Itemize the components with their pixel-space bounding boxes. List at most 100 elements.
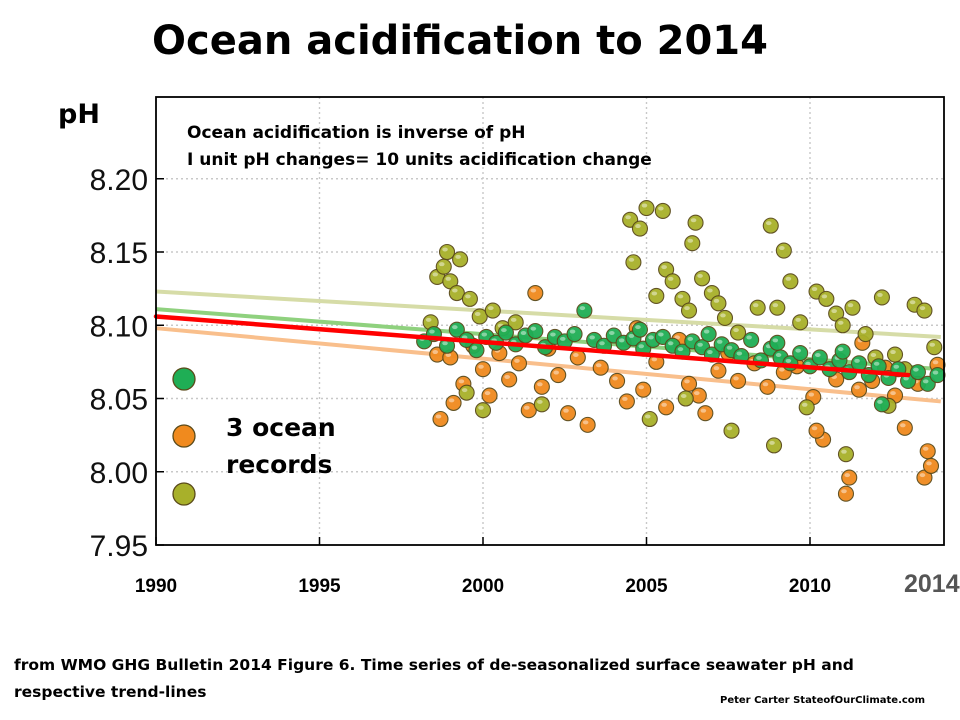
point-orange-32 <box>730 372 747 389</box>
y-tick-label-0: 8.20 <box>90 164 148 197</box>
trend-line-olive <box>155 289 941 339</box>
point-orange-28 <box>690 387 707 404</box>
point-orange-11 <box>520 402 537 419</box>
point-olive-39 <box>844 299 861 316</box>
y-tick-label-5: 7.95 <box>90 530 148 563</box>
point-orange-7 <box>481 387 498 404</box>
point-orange-16 <box>559 405 577 422</box>
legend-green-marker <box>172 367 196 391</box>
y-tick-label-3: 8.05 <box>90 384 148 417</box>
y-tick-label-2: 8.10 <box>90 310 148 343</box>
point-green-56 <box>700 325 717 343</box>
point-orange-40 <box>837 485 855 502</box>
x-tick-label-1: 1995 <box>298 576 341 597</box>
point-olive-13 <box>625 254 642 271</box>
point-orange-52 <box>808 422 825 439</box>
point-green-40 <box>811 349 828 366</box>
credit: Peter Carter StateofOurClimate.com <box>720 695 926 706</box>
point-olive-26 <box>710 295 727 312</box>
point-orange-15 <box>550 367 567 384</box>
point-orange-49 <box>919 443 936 460</box>
x-tick-label-2: 2000 <box>462 576 504 597</box>
y-axis-ticks: 8.20 8.15 8.10 8.05 8.00 7.95 <box>90 164 164 563</box>
point-green-8 <box>497 324 514 341</box>
plot-frame <box>155 96 945 546</box>
point-green-15 <box>566 325 583 343</box>
point-olive-19 <box>664 273 681 290</box>
point-orange-17 <box>569 349 586 366</box>
page-title: Ocean acidification to 2014 <box>152 18 768 64</box>
point-olive-59 <box>458 384 475 401</box>
point-olive-57 <box>533 396 550 413</box>
annotation-unit-change: I unit pH changes= 10 units acidificatio… <box>187 150 652 170</box>
point-olive-7 <box>461 290 478 307</box>
point-orange-3 <box>445 394 462 411</box>
x-tick-label-4: 2010 <box>789 576 831 597</box>
point-orange-42 <box>850 381 868 398</box>
point-olive-8 <box>471 308 488 325</box>
data-points <box>153 200 946 502</box>
point-orange-6 <box>474 361 492 378</box>
point-green-38 <box>792 345 809 362</box>
point-olive-22 <box>684 235 701 252</box>
point-green-16 <box>576 302 593 319</box>
point-olive-40 <box>857 325 874 343</box>
figure-caption: from WMO GHG Bulletin 2014 Figure 6. Tim… <box>14 656 854 701</box>
point-olive-28 <box>730 324 747 341</box>
point-olive-56 <box>641 410 658 428</box>
point-olive-55 <box>677 390 694 407</box>
legend-olive-marker <box>172 482 196 506</box>
trend-line-orange <box>155 326 941 404</box>
point-olive-11 <box>507 314 524 331</box>
point-olive-46 <box>916 302 933 319</box>
point-orange-21 <box>618 393 635 410</box>
point-orange-13 <box>533 378 550 395</box>
legend-orange-marker <box>172 424 196 448</box>
point-olive-43 <box>886 346 904 363</box>
point-green-54 <box>834 343 851 360</box>
point-olive-52 <box>798 399 815 416</box>
point-olive-6 <box>452 251 469 268</box>
x-tick-label-0: 1990 <box>135 576 177 597</box>
point-green-53 <box>873 396 890 413</box>
point-orange-50 <box>922 457 940 474</box>
point-orange-12 <box>527 284 544 302</box>
annotation-inverse: Ocean acidification is inverse of pH <box>187 123 525 143</box>
point-olive-3 <box>438 243 456 261</box>
annotation-records-line2: records <box>226 450 332 479</box>
point-orange-10 <box>510 355 528 372</box>
point-olive-38 <box>834 317 851 334</box>
point-orange-18 <box>579 416 596 433</box>
point-orange-27 <box>680 375 698 392</box>
annotation-records-line1: 3 ocean <box>226 413 336 442</box>
point-olive-18 <box>658 261 675 278</box>
point-olive-23 <box>687 214 704 231</box>
point-olive-2 <box>435 258 452 275</box>
point-olive-34 <box>792 314 809 331</box>
point-orange-25 <box>658 399 675 416</box>
point-olive-14 <box>631 220 649 237</box>
point-orange-29 <box>697 405 714 422</box>
point-olive-31 <box>769 299 786 316</box>
y-tick-label-4: 8.00 <box>90 457 148 490</box>
point-olive-32 <box>775 242 792 259</box>
point-olive-53 <box>765 437 783 454</box>
point-green-52 <box>929 367 946 384</box>
point-orange-41 <box>841 469 858 486</box>
x-tick-label-3: 2005 <box>625 576 668 597</box>
point-orange-20 <box>609 372 626 389</box>
point-olive-29 <box>749 299 766 316</box>
y-axis-label: pH <box>58 99 100 130</box>
point-olive-16 <box>648 287 665 305</box>
point-orange-34 <box>759 378 776 395</box>
trend-line-red <box>153 314 911 378</box>
point-olive-15 <box>638 200 655 217</box>
point-orange-46 <box>896 419 913 436</box>
point-green-3 <box>448 321 465 338</box>
x-axis-ticks: 1990 1995 2000 2005 2010 <box>135 537 831 597</box>
point-olive-9 <box>484 302 501 319</box>
point-orange-1 <box>432 410 449 428</box>
point-orange-19 <box>592 359 609 376</box>
point-olive-5 <box>448 284 465 302</box>
